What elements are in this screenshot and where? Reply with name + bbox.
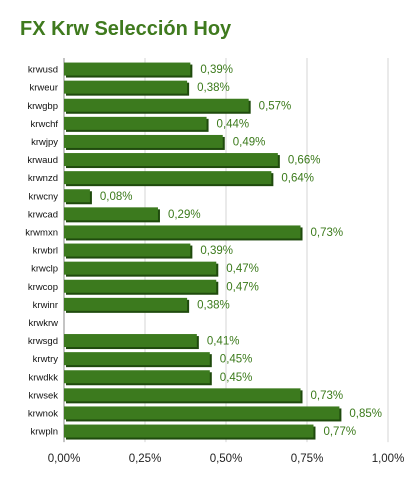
labels: krwusd 0,39% krweur 0,38% krwgbp 0,57% krwchf 0… <box>25 64 382 438</box>
bar <box>64 406 340 420</box>
chart-title: FX Krw Selección Hoy <box>20 18 232 40</box>
category-label: krwcny <box>28 191 58 202</box>
x-tick-label: 0,25% <box>129 453 162 465</box>
data-label: 0,39% <box>200 64 233 76</box>
data-label: 0,77% <box>323 426 356 438</box>
data-label: 0,64% <box>281 173 314 185</box>
bar <box>64 279 217 293</box>
data-label: 0,29% <box>168 209 201 221</box>
x-tick-label: 1,00% <box>372 453 405 465</box>
bar <box>64 370 210 384</box>
x-axis-ticks: 0,00% 0,25% 0,50% 0,75% 1,00% <box>48 453 405 465</box>
category-label: krwcop <box>28 282 58 293</box>
bars <box>64 62 342 440</box>
data-label: 0,47% <box>226 281 259 293</box>
bar <box>64 171 272 185</box>
data-label: 0,45% <box>220 354 253 366</box>
category-label: krwinr <box>33 300 58 311</box>
data-label: 0,39% <box>200 245 233 257</box>
category-label: krwnok <box>28 408 58 419</box>
bar <box>64 80 188 94</box>
data-label: 0,66% <box>288 155 321 167</box>
bar <box>64 424 314 438</box>
bar <box>64 388 301 402</box>
category-label: krwnzd <box>28 173 58 184</box>
category-label: krwsek <box>28 390 58 401</box>
data-label: 0,08% <box>100 191 133 203</box>
data-label: 0,57% <box>259 100 292 112</box>
bar <box>64 98 249 112</box>
bar <box>64 261 217 275</box>
bar <box>64 225 301 239</box>
category-label: krwusd <box>28 65 58 76</box>
bar <box>64 334 197 348</box>
category-label: krwsgd <box>28 336 58 347</box>
x-tick-label: 0,75% <box>291 453 324 465</box>
x-tick-label: 0,50% <box>210 453 243 465</box>
category-label: krwchf <box>31 119 59 130</box>
bar <box>64 243 191 257</box>
category-label: krwaud <box>27 155 58 166</box>
x-tick-label: 0,00% <box>48 453 81 465</box>
category-label: krwcad <box>28 209 58 220</box>
data-label: 0,85% <box>349 408 382 420</box>
category-label: krwdkk <box>28 372 58 383</box>
bar <box>64 207 158 221</box>
category-label: krwpln <box>31 427 58 438</box>
bar <box>64 189 90 203</box>
data-label: 0,38% <box>197 299 230 311</box>
data-label: 0,73% <box>311 390 344 402</box>
data-label: 0,73% <box>311 227 344 239</box>
bar <box>64 62 191 76</box>
category-label: krwkrw <box>28 318 58 329</box>
bar <box>64 297 188 311</box>
data-label: 0,49% <box>233 136 266 148</box>
bar <box>64 134 223 148</box>
bar <box>64 352 210 366</box>
category-label: krwjpy <box>31 137 58 148</box>
data-label: 0,45% <box>220 372 253 384</box>
data-label: 0,41% <box>207 336 240 348</box>
category-label: krwtry <box>33 354 59 365</box>
category-label: krwmxn <box>25 227 58 238</box>
data-label: 0,38% <box>197 82 230 94</box>
category-label: krwclp <box>31 264 58 275</box>
category-label: krweur <box>29 83 58 94</box>
category-label: krwbrl <box>33 246 58 257</box>
bar <box>64 153 278 167</box>
data-label: 0,44% <box>217 118 250 130</box>
category-label: krwgbp <box>27 101 58 112</box>
data-label: 0,47% <box>226 263 259 275</box>
bar <box>64 116 207 130</box>
